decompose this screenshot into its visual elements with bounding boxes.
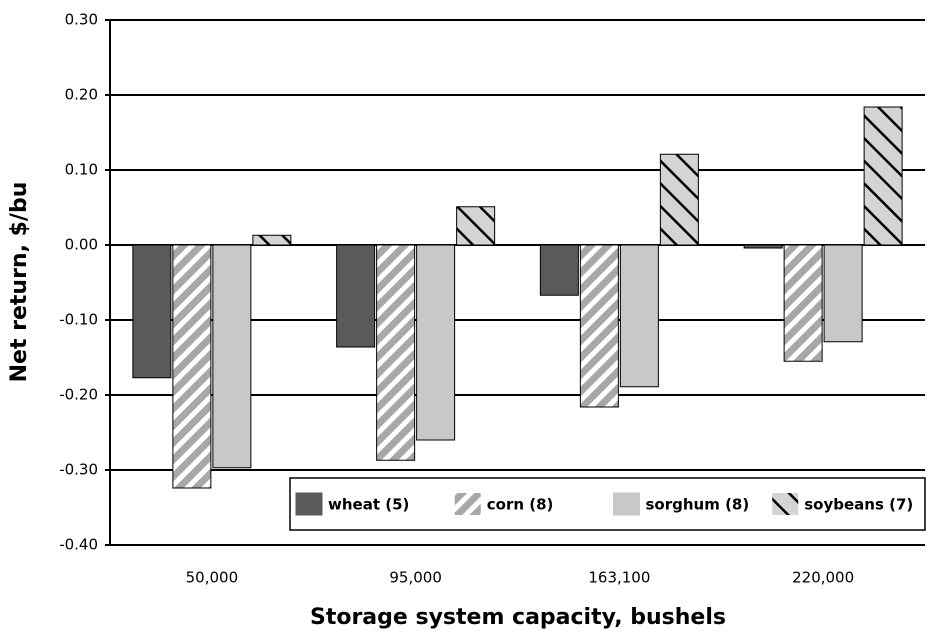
bar — [823, 244, 863, 343]
bar — [539, 244, 579, 296]
legend-swatch — [454, 493, 481, 515]
x-tick-label: 220,000 — [792, 569, 854, 587]
bar — [172, 244, 212, 489]
bar — [416, 244, 456, 441]
legend-swatch — [295, 492, 323, 516]
y-tick-label: -0.30 — [59, 461, 98, 479]
bar — [376, 244, 416, 461]
x-tick-label: 163,100 — [588, 569, 650, 587]
bar — [743, 244, 783, 249]
x-tick-label: 50,000 — [186, 569, 239, 587]
bar — [132, 244, 172, 379]
y-tick-label: 0.00 — [65, 236, 98, 254]
y-tick-label: -0.20 — [59, 386, 98, 404]
y-tick-label: -0.40 — [59, 536, 98, 554]
x-tick-label: 95,000 — [389, 569, 442, 587]
legend-swatch — [772, 493, 799, 515]
legend-label: sorghum (8) — [646, 496, 750, 514]
legend-box — [289, 477, 926, 531]
bar — [783, 244, 823, 362]
bar — [336, 244, 376, 348]
legend-swatch — [613, 492, 640, 516]
legend-label: soybeans (7) — [804, 496, 913, 514]
legend-label: corn (8) — [487, 496, 554, 514]
bar — [659, 153, 699, 246]
y-tick-label: 0.10 — [65, 161, 98, 179]
y-tick-label: 0.30 — [65, 11, 98, 29]
bar — [619, 244, 659, 388]
bar — [252, 234, 292, 246]
bar — [579, 244, 619, 408]
bar — [212, 244, 252, 469]
bar — [456, 206, 496, 246]
x-axis-title: Storage system capacity, bushels — [310, 605, 726, 630]
y-tick-label: -0.10 — [59, 311, 98, 329]
y-axis-title: Net return, $/bu — [7, 182, 32, 383]
y-tick-label: 0.20 — [65, 86, 98, 104]
bar — [863, 106, 903, 246]
legend-label: wheat (5) — [328, 496, 409, 514]
